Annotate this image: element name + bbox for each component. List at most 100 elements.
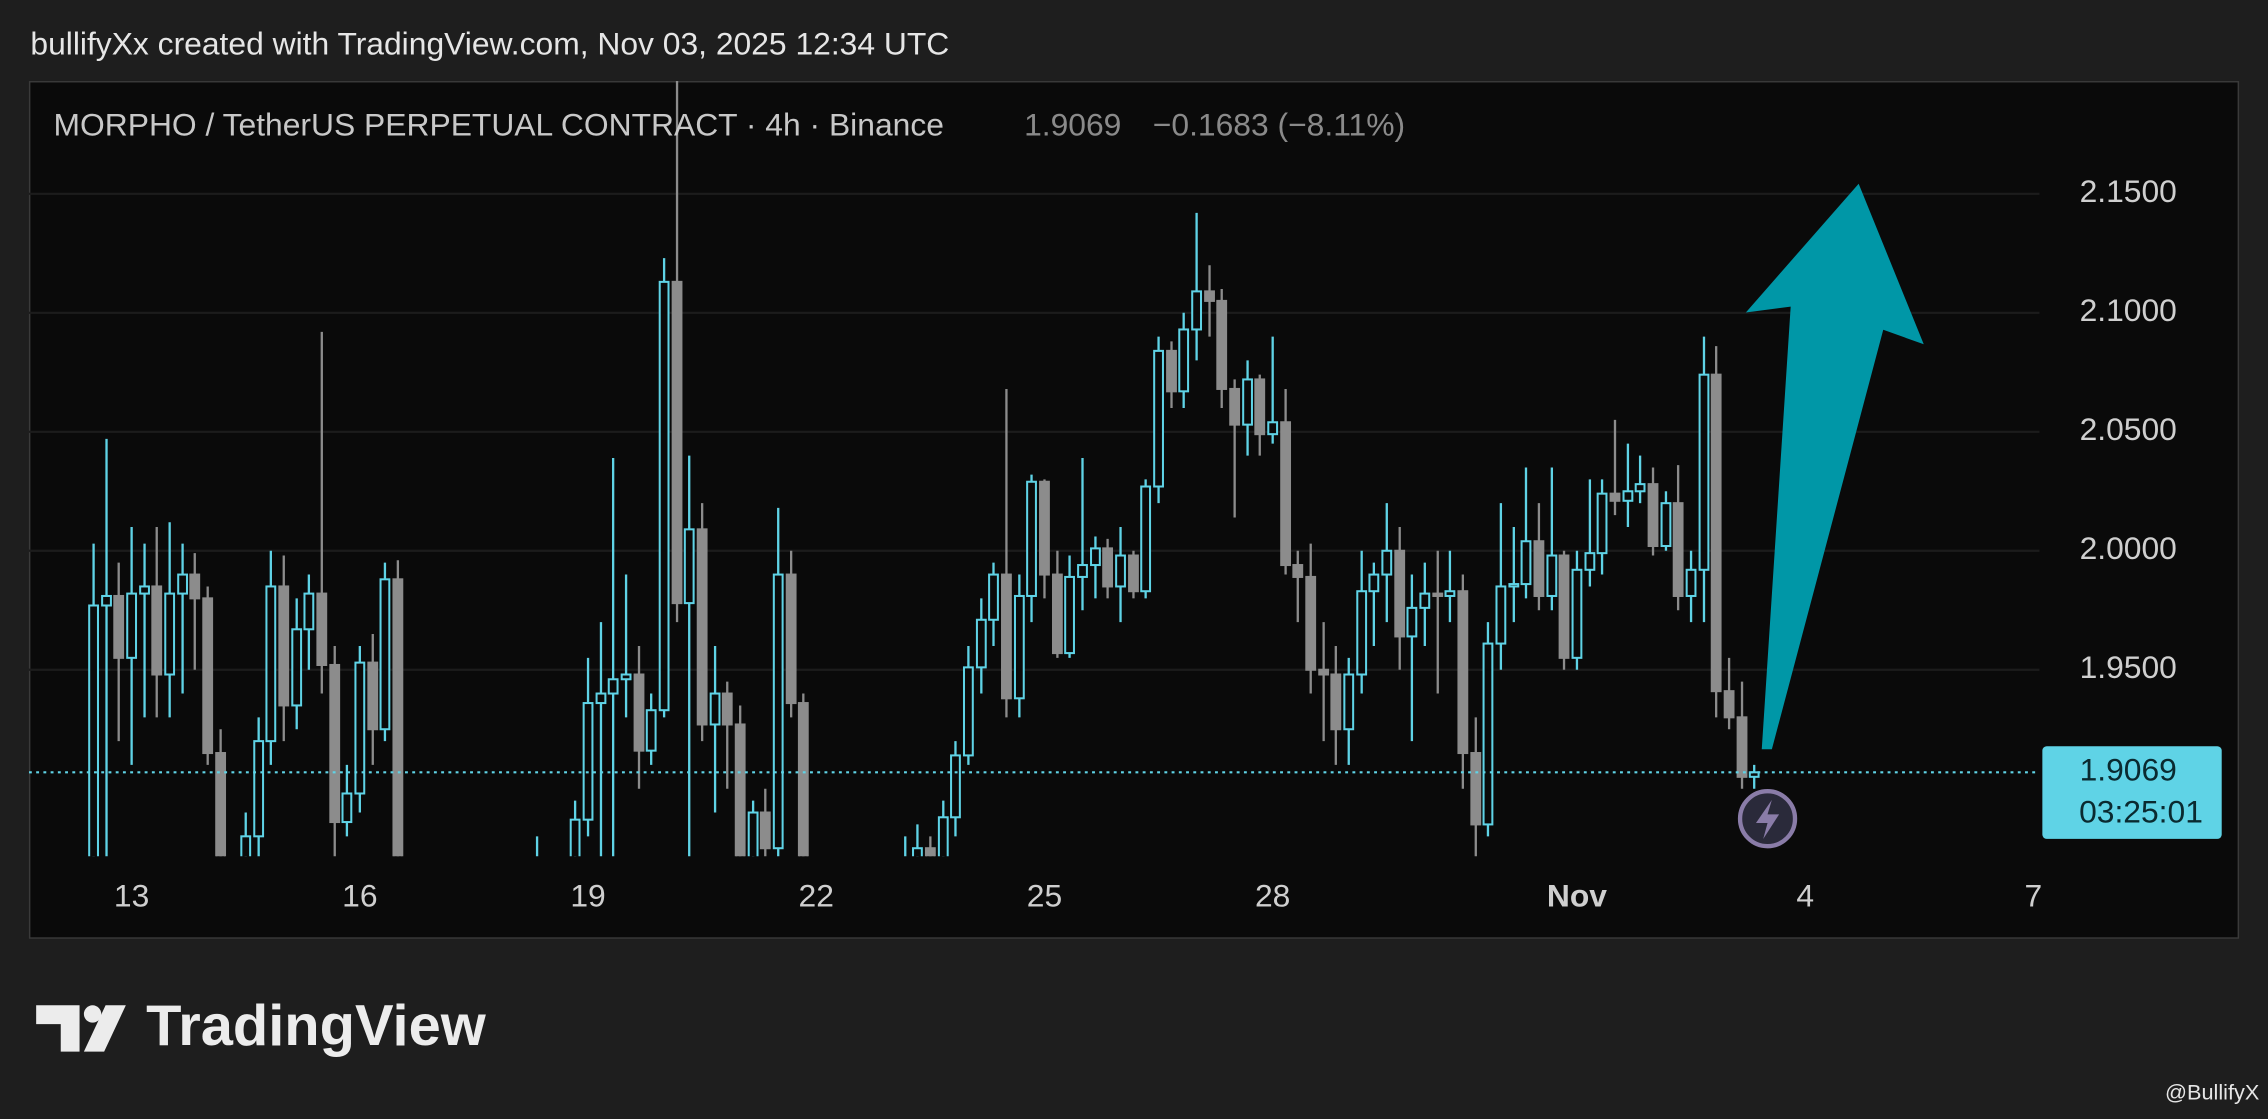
candle-body — [202, 597, 214, 755]
candle-body — [278, 585, 290, 707]
candle-body — [1292, 564, 1304, 578]
candle-body — [1242, 378, 1253, 426]
x-tick-label: 25 — [1027, 878, 1062, 914]
candle-body — [1077, 564, 1088, 578]
x-tick-label: Nov — [1547, 878, 1607, 914]
candle-body — [189, 573, 201, 600]
y-tick-label: 2.0500 — [2080, 411, 2177, 447]
candle-body — [1584, 552, 1596, 571]
y-tick-label: 2.1000 — [2080, 292, 2177, 328]
candle-body — [937, 816, 949, 857]
candle-body — [392, 578, 404, 857]
candle-body — [164, 592, 176, 676]
candle-body — [1090, 547, 1101, 567]
candle-body — [316, 592, 328, 666]
candle-body — [1723, 690, 1735, 719]
plot-area — [28, 81, 2040, 857]
x-tick-label: 4 — [1796, 878, 1814, 914]
candle-body — [126, 592, 138, 659]
candle-body — [1115, 554, 1126, 588]
candle-body — [1051, 573, 1063, 655]
candle-body — [367, 661, 379, 731]
candle-body — [1482, 642, 1494, 826]
candle-body — [1634, 483, 1646, 493]
candle-body — [354, 661, 366, 795]
alert-icon — [1737, 789, 1798, 849]
candle-body — [113, 594, 125, 659]
candle-body — [1444, 590, 1456, 597]
candle-body — [1166, 349, 1177, 393]
candle-body — [253, 740, 265, 838]
header-price: 1.9069 — [1024, 107, 1121, 143]
candle-body — [1432, 592, 1444, 597]
candle-body — [645, 709, 657, 752]
candle-body — [151, 585, 163, 676]
caption: bullifyXx created with TradingView.com, … — [30, 26, 949, 62]
candle-body — [595, 692, 607, 705]
candle-body — [962, 666, 974, 757]
candle-body — [1318, 668, 1330, 676]
candle-body — [1216, 299, 1228, 390]
candle-body — [1571, 568, 1583, 659]
x-tick-label: 16 — [342, 878, 377, 914]
annotation-arrow — [1745, 183, 1924, 750]
logo-text: TradingView — [146, 994, 487, 1058]
candle-body — [1736, 716, 1748, 778]
candle-body — [1280, 421, 1292, 567]
candle-body — [1153, 349, 1164, 488]
candle-body — [1026, 480, 1037, 597]
candle-body — [1330, 673, 1342, 731]
candle-body — [683, 528, 695, 605]
candle-body — [734, 723, 746, 857]
candle-body — [759, 811, 771, 850]
candle-body — [1520, 540, 1532, 586]
chart-title: MORPHO / TetherUS PERPETUAL CONTRACT · 4… — [54, 107, 944, 143]
candle-body — [1394, 549, 1406, 638]
candle-body — [1457, 590, 1469, 755]
last-price-box — [2042, 746, 2222, 839]
candle-body — [215, 752, 227, 857]
candle-body — [1039, 480, 1050, 576]
candle-body — [139, 585, 150, 595]
candle-body — [341, 792, 353, 824]
candle-body — [1229, 387, 1241, 426]
candle-body — [1533, 540, 1545, 597]
alert-bolt — [1755, 799, 1780, 839]
candle-body — [1698, 373, 1710, 571]
candle-body — [291, 628, 303, 707]
candle-body — [1204, 290, 1215, 302]
candle-body — [633, 673, 645, 752]
candle-body — [379, 578, 391, 731]
candle-body — [1001, 573, 1012, 700]
x-tick-label: 7 — [2025, 878, 2043, 914]
candle-body — [671, 280, 683, 605]
candle-body — [658, 280, 670, 712]
candle-body — [1660, 502, 1672, 548]
candle-body — [1406, 606, 1418, 638]
last-price-label: 1.9069 — [2080, 752, 2177, 788]
candle-body — [950, 754, 961, 819]
logo-slash — [83, 1005, 126, 1052]
candle-body — [1343, 673, 1355, 731]
candle-body — [1622, 490, 1634, 502]
y-tick-label: 2.1500 — [2080, 173, 2177, 209]
candle-body — [1647, 483, 1659, 548]
x-tick-label: 13 — [114, 878, 149, 914]
candle-body — [1419, 592, 1431, 609]
candle-body — [924, 847, 936, 857]
candle-body — [1470, 752, 1482, 826]
candle-body — [1508, 583, 1520, 588]
candle-body — [265, 585, 277, 743]
candle-body — [1546, 554, 1558, 597]
candle-body — [1102, 547, 1114, 588]
candle-body — [1596, 492, 1608, 555]
candle-body — [582, 702, 594, 821]
candle-body — [1254, 378, 1266, 436]
candle-body — [772, 573, 784, 850]
candle-body — [88, 604, 99, 857]
candle-body — [607, 678, 619, 695]
x-tick-label: 19 — [570, 878, 605, 914]
candle-body — [1013, 594, 1025, 700]
